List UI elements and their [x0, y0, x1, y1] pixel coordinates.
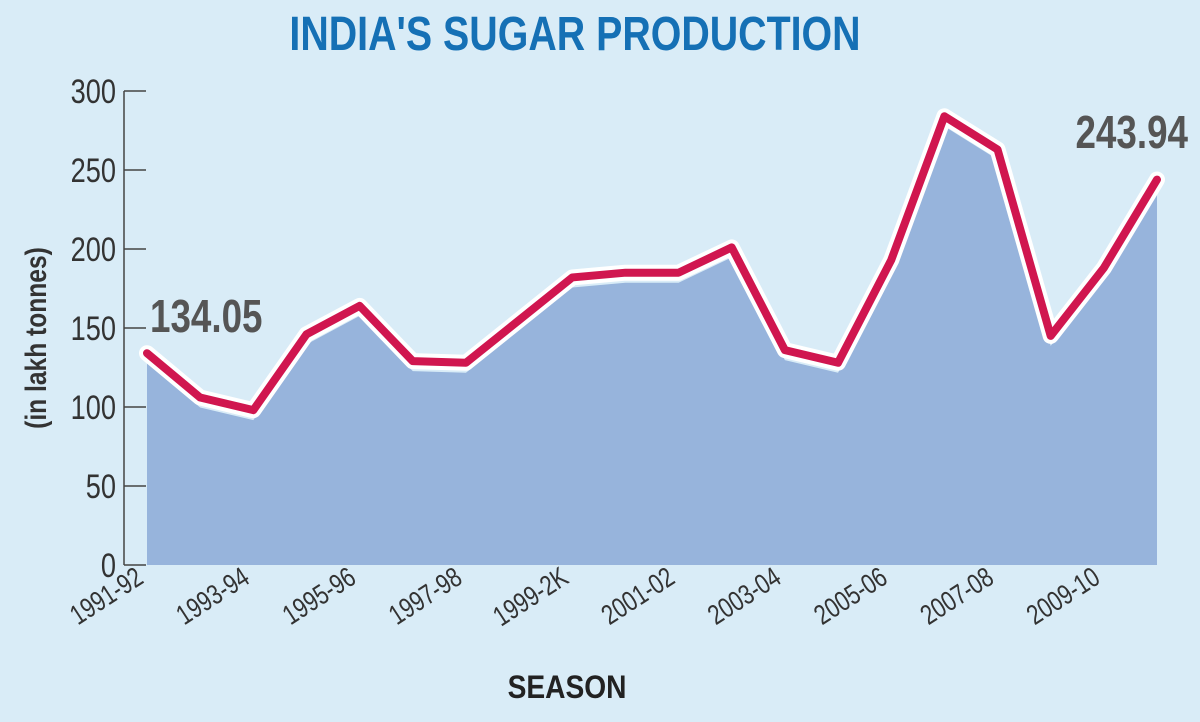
x-tick-label: 1993-94: [171, 561, 255, 631]
data-point: [996, 147, 1000, 151]
data-label: 243.94: [1075, 106, 1188, 158]
y-tick-label: 100: [71, 388, 116, 427]
y-axis-label: (in lakh tonnes): [19, 247, 53, 429]
x-tick-label: 1999-2K: [488, 561, 574, 632]
data-label: 134.05: [150, 290, 263, 342]
data-point: [677, 271, 681, 275]
chart-title: INDIA'S SUGAR PRODUCTION: [289, 7, 860, 61]
y-tick-label: 250: [71, 151, 116, 190]
x-tick-label: 2001-02: [596, 561, 680, 631]
data-point: [1049, 334, 1053, 338]
y-axis: 0 50 100 150 200 250 300: [71, 72, 146, 585]
data-point: [1102, 266, 1106, 270]
series-line: [143, 112, 1161, 415]
data-point: [889, 258, 893, 262]
x-tick-label: 1995-96: [277, 561, 361, 631]
x-tick-label: 2003-04: [702, 561, 786, 631]
data-point: [464, 361, 468, 365]
data-point: [517, 318, 521, 322]
y-tick-label: 150: [71, 309, 116, 348]
data-point: [1155, 178, 1159, 182]
y-tick-label: 200: [71, 230, 116, 269]
x-tick-label: 2005-06: [809, 561, 893, 631]
x-axis: 1991-92 1993-94 1995-96 1997-98 1999-2K 2001-…: [64, 561, 1105, 632]
x-axis-label: SEASON: [508, 670, 627, 705]
y-tick-label: 50: [86, 467, 116, 506]
data-point: [623, 271, 627, 275]
data-point: [730, 245, 734, 249]
data-point: [198, 396, 202, 400]
data-point: [783, 348, 787, 352]
x-tick-label: 2007-08: [915, 561, 999, 631]
data-point: [251, 408, 255, 412]
data-point: [304, 332, 308, 336]
y-tick-label: 300: [71, 72, 116, 111]
data-point: [942, 114, 946, 118]
data-point: [411, 359, 415, 363]
annotations: 134.05 243.94: [150, 106, 1188, 342]
line-layer: [139, 108, 1165, 419]
data-point: [570, 275, 574, 279]
x-tick-label: 2009-10: [1021, 561, 1105, 631]
x-tick-label: 1997-98: [383, 561, 467, 631]
data-point: [358, 304, 362, 308]
data-point: [836, 361, 840, 365]
data-point: [145, 351, 149, 355]
y-tick-label: 0: [101, 546, 116, 585]
